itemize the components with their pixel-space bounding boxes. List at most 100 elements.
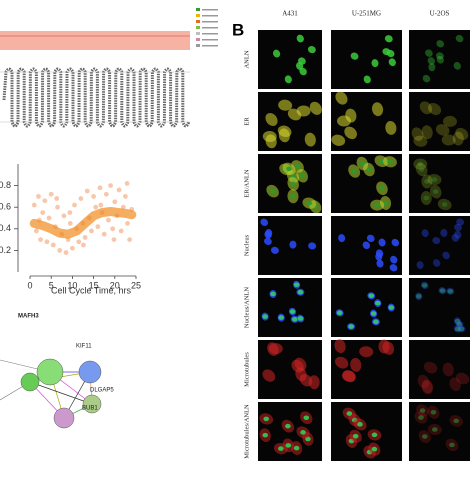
cell	[414, 411, 428, 424]
cell	[391, 238, 400, 247]
scatter-point	[57, 248, 63, 253]
scatter-point	[50, 242, 56, 248]
y-tick-label: 0.8	[0, 180, 11, 190]
scatter-point	[106, 217, 111, 223]
cell	[456, 218, 465, 226]
cell	[270, 246, 279, 254]
scatter-point	[112, 199, 118, 205]
cell	[296, 34, 304, 43]
cell	[427, 405, 440, 419]
cell	[371, 59, 379, 68]
cell-nucleus	[290, 193, 296, 199]
scatter-point	[120, 204, 126, 210]
scatter-point	[125, 221, 130, 226]
cell	[440, 228, 448, 237]
cell-nucleus	[286, 166, 292, 172]
legend-swatch	[196, 32, 200, 35]
node-label: DLGAP5	[90, 388, 114, 394]
cell-nucleus	[285, 423, 291, 429]
cell-nucleus	[415, 294, 422, 299]
row-label: Microtubules/ANLN	[243, 404, 250, 459]
scatter-point	[123, 194, 128, 199]
cell-nucleus	[359, 161, 366, 166]
cell	[359, 346, 374, 358]
cell-nucleus	[336, 310, 343, 316]
cell	[423, 361, 438, 374]
cell-nucleus	[299, 173, 306, 179]
cell-nucleus	[417, 161, 424, 167]
cell	[267, 342, 279, 356]
cell-nucleus	[432, 189, 439, 194]
network: MAFH3 KIF11 DLGAP5 BUB1	[0, 314, 114, 429]
cell	[427, 57, 435, 65]
cell-nucleus	[348, 324, 354, 329]
scatter-point	[110, 226, 116, 232]
cell	[419, 101, 433, 115]
cell	[362, 241, 371, 250]
micrograph	[409, 154, 470, 213]
legend-text-line	[202, 39, 218, 41]
cell-nucleus	[379, 185, 385, 191]
cell	[278, 128, 290, 143]
cell-nucleus	[371, 432, 378, 438]
cell	[420, 281, 429, 290]
row-label: Microtubules	[243, 352, 250, 387]
cell-nucleus	[418, 415, 424, 420]
cell	[363, 75, 371, 84]
cell-nucleus	[368, 293, 375, 299]
cell	[372, 102, 384, 117]
legend-text-line	[202, 33, 218, 35]
cell	[416, 404, 429, 417]
micrograph	[409, 30, 470, 89]
scatter-point	[40, 210, 46, 216]
legend-swatch	[196, 26, 200, 29]
cell	[334, 339, 346, 353]
network-title: MAFH3	[18, 314, 39, 320]
cell-nucleus	[430, 409, 437, 415]
scatter-point	[84, 188, 90, 194]
cell	[296, 105, 311, 117]
cell	[442, 251, 450, 260]
scatter-point	[76, 239, 82, 245]
column-header: U-2OS	[430, 10, 450, 18]
cell	[425, 49, 433, 57]
scatter-point	[70, 245, 75, 251]
cell	[421, 174, 433, 189]
cell	[452, 131, 464, 146]
scatter-point	[67, 210, 73, 216]
cell	[438, 287, 447, 295]
cell	[421, 229, 429, 238]
cell	[420, 190, 432, 205]
cell	[416, 261, 424, 269]
cell	[454, 223, 462, 232]
cell	[376, 259, 384, 268]
cell	[291, 359, 304, 373]
scatter-point	[61, 213, 67, 219]
scatter-point	[127, 237, 133, 243]
scatter-point	[95, 224, 101, 230]
cell	[421, 125, 433, 140]
cell	[422, 74, 431, 83]
cell	[445, 438, 459, 452]
cell-nucleus	[453, 418, 459, 424]
cell	[413, 158, 428, 170]
cell	[436, 40, 445, 48]
scatter-point	[89, 228, 94, 234]
cell-nucleus	[262, 314, 268, 319]
scatter-point	[111, 237, 117, 243]
cell-nucleus	[352, 433, 359, 439]
cell-nucleus	[297, 289, 304, 295]
cell	[435, 124, 450, 136]
cell	[415, 162, 428, 177]
scatter-point	[31, 202, 37, 208]
cell	[385, 120, 397, 135]
cell	[446, 287, 455, 295]
scatter-point	[124, 181, 130, 186]
cell	[427, 423, 442, 436]
cell	[384, 35, 393, 43]
scatter-point	[91, 194, 96, 199]
legend-text-line	[202, 45, 218, 47]
cell	[411, 127, 424, 141]
scatter-point	[36, 194, 41, 199]
